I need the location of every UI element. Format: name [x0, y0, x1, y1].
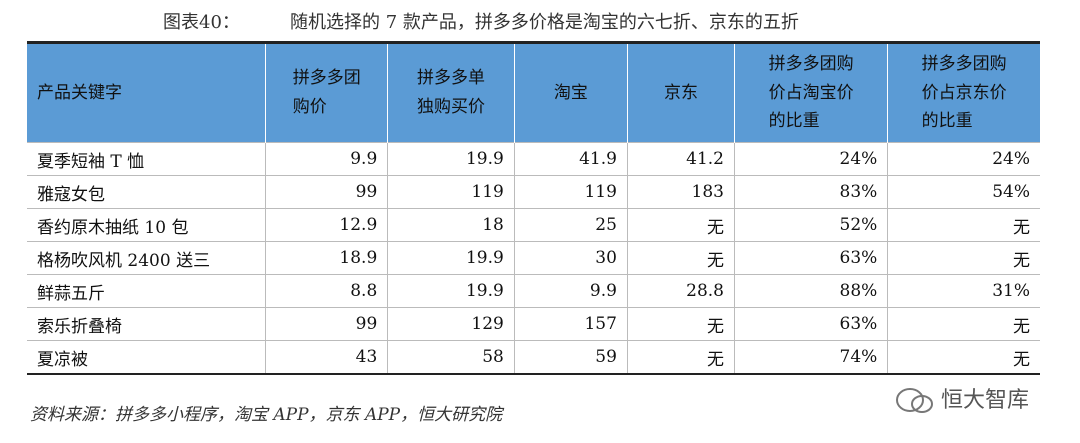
table-row: 雅寇女包 99 119 119 183 83% 54% [27, 175, 1040, 209]
product-cell: 香约原木抽纸 10 包 [27, 208, 266, 242]
column-header: 淘宝 [513, 42, 628, 143]
value-cell: 24% [887, 142, 1040, 176]
header-title: 随机选择的 7 款产品，拼多多价格是淘宝的六七折、京东的五折 [290, 12, 799, 33]
value-cell: 157 [513, 307, 628, 341]
value-cell: 99 [265, 307, 388, 341]
source-note: 资料来源：拼多多小程序，淘宝 APP，京东 APP，恒大研究院 [30, 405, 503, 425]
value-cell: 无 [626, 241, 735, 275]
value-cell: 58 [387, 340, 515, 374]
column-header: 拼多多团购价占淘宝价的比重 [733, 42, 888, 143]
value-cell: 63% [733, 307, 888, 341]
value-cell: 119 [513, 175, 628, 209]
value-cell: 99 [265, 175, 388, 209]
value-cell: 43 [265, 340, 388, 374]
value-cell: 183 [626, 175, 735, 209]
value-cell: 18.9 [265, 241, 388, 275]
column-header: 京东 [626, 42, 735, 143]
column-header-text: 拼多多团购价占京东价的比重 [921, 53, 1007, 132]
value-cell: 54% [887, 175, 1040, 209]
value-cell: 无 [887, 208, 1040, 242]
value-cell: 12.9 [265, 208, 388, 242]
product-cell: 夏凉被 [27, 340, 266, 374]
value-cell: 9.9 [265, 142, 388, 176]
column-header-text: 拼多多单独购买价 [417, 68, 486, 117]
value-cell: 无 [626, 307, 735, 341]
value-cell: 119 [387, 175, 515, 209]
value-cell: 无 [887, 340, 1040, 374]
value-cell: 83% [733, 175, 888, 209]
header-label: 图表40： [163, 12, 240, 33]
value-cell: 63% [733, 241, 888, 275]
value-cell: 19.9 [387, 142, 515, 176]
column-header: 拼多多团购价占京东价的比重 [887, 42, 1040, 143]
table-row: 夏季短袖 T 恤 9.9 19.9 41.9 41.2 24% 24% [27, 142, 1040, 176]
product-cell: 夏季短袖 T 恤 [27, 142, 266, 176]
value-cell: 28.8 [626, 274, 735, 308]
column-header-text: 拼多多团购价占淘宝价的比重 [768, 53, 854, 132]
value-cell: 52% [733, 208, 888, 242]
column-header-text: 京东 [663, 82, 698, 103]
value-cell: 无 [626, 208, 735, 242]
value-cell: 无 [887, 307, 1040, 341]
value-cell: 19.9 [387, 241, 515, 275]
value-cell: 24% [733, 142, 888, 176]
product-cell: 雅寇女包 [27, 175, 266, 209]
product-cell: 索乐折叠椅 [27, 307, 266, 341]
watermark-icon [896, 388, 933, 413]
product-cell: 格杨吹风机 2400 送三 [27, 241, 266, 275]
value-cell: 无 [626, 340, 735, 374]
header-row: 产品关键字 拼多多团购价 拼多多单独购买价 淘宝 京东 拼多多团购价占淘宝价的比重 拼多多团… [27, 42, 1040, 143]
value-cell: 无 [887, 241, 1040, 275]
value-cell: 18 [387, 208, 515, 242]
value-cell: 25 [513, 208, 628, 242]
value-cell: 41.2 [626, 142, 735, 176]
value-cell: 41.9 [513, 142, 628, 176]
value-cell: 74% [733, 340, 888, 374]
value-cell: 9.9 [513, 274, 628, 308]
table-row: 格杨吹风机 2400 送三 18.9 19.9 30 无 63% 无 [27, 241, 1040, 275]
column-header: 拼多多单独购买价 [387, 42, 515, 143]
value-cell: 59 [513, 340, 628, 374]
value-cell: 88% [733, 274, 888, 308]
table-body: 夏季短袖 T 恤 9.9 19.9 41.9 41.2 24% 24% 雅寇女包 99 119 11… [27, 142, 1040, 374]
value-cell: 30 [513, 241, 628, 275]
table-row: 夏凉被 43 58 59 无 74% 无 [27, 340, 1040, 374]
column-header: 拼多多团购价 [265, 42, 388, 143]
column-header-text: 产品关键字 [37, 82, 122, 103]
watermark-text: 恒大智库 [941, 388, 1030, 413]
value-cell: 19.9 [387, 274, 515, 308]
column-header: 产品关键字 [27, 42, 266, 143]
column-header-text: 淘宝 [553, 82, 588, 103]
table-row: 索乐折叠椅 99 129 157 无 63% 无 [27, 307, 1040, 341]
table-row: 鲜蒜五斤 8.8 19.9 9.9 28.8 88% 31% [27, 274, 1040, 308]
table-row: 香约原木抽纸 10 包 12.9 18 25 无 52% 无 [27, 208, 1040, 242]
watermark: 恒大智库 [895, 382, 1029, 415]
value-cell: 8.8 [265, 274, 388, 308]
column-header-text: 拼多多团购价 [292, 68, 361, 117]
value-cell: 129 [387, 307, 515, 341]
value-cell: 31% [887, 274, 1040, 308]
data-table: 产品关键字 拼多多团购价 拼多多单独购买价 淘宝 京东 拼多多团购价占淘宝价的比重 拼多多团… [27, 41, 1040, 375]
product-cell: 鲜蒜五斤 [27, 274, 266, 308]
